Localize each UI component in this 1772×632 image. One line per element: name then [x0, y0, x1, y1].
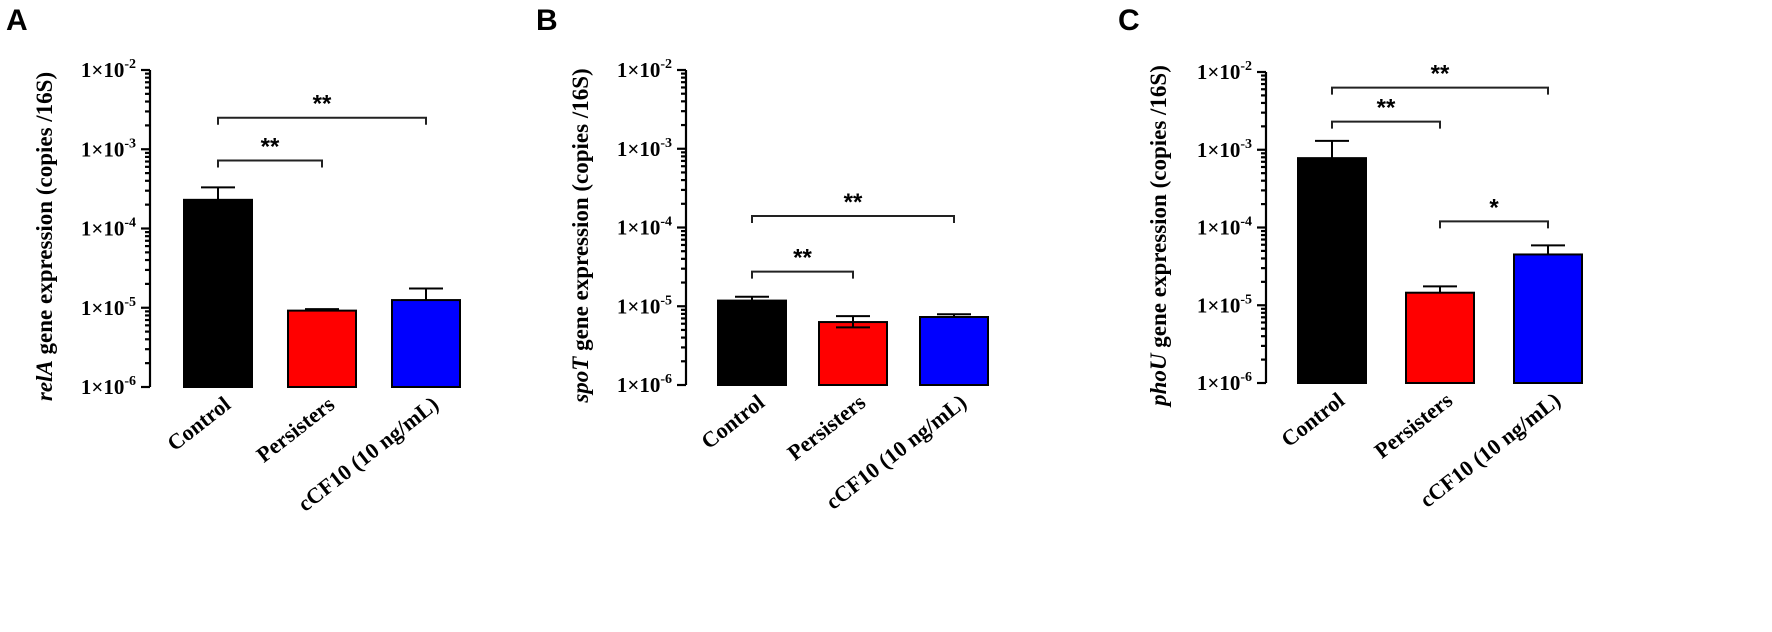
significance-label: **	[313, 91, 332, 118]
y-axis-title: spoT gene expression (copies /16S)	[568, 68, 593, 403]
x-tick-label: Control	[162, 391, 235, 456]
y-axis-title: phoU gene expression (copies /16S)	[1146, 65, 1171, 408]
y-tick-label: 1×10-2	[81, 57, 136, 82]
y-tick-label: 1×10-6	[1197, 370, 1252, 395]
y-tick-label: 1×10-3	[617, 136, 672, 161]
panel-b: B 1×10-6 1×10-5 1×10-4 1×10-3 1×10-2 spoT gene…	[536, 4, 989, 514]
y-axis-title: relA gene expression (copies /16S)	[32, 72, 57, 401]
significance-label: **	[261, 134, 280, 161]
panel-letter: C	[1118, 4, 1140, 37]
y-tick-label: 1×10-5	[617, 293, 672, 318]
y-tick-label: 1×10-4	[617, 215, 672, 240]
bar-control	[183, 198, 253, 388]
significance-bracket	[217, 159, 323, 168]
significance-bracket	[1331, 86, 1549, 95]
y-tick-label: 1×10-4	[81, 216, 136, 241]
panel-c: C 1×10-6 1×10-5 1×10-4 1×10-3 1×10-2 phoU gene…	[1118, 4, 1583, 512]
x-tick-label: Persisters	[251, 391, 339, 467]
significance-bracket	[751, 270, 854, 279]
y-tick-label: 1×10-2	[1197, 59, 1252, 84]
y-tick-label: 1×10-3	[1197, 137, 1252, 162]
y-tick-label: 1×10-5	[81, 295, 136, 320]
significance-label: *	[1489, 194, 1499, 221]
significance-bracket	[217, 116, 427, 125]
x-tick-label: Persisters	[1369, 387, 1457, 463]
significance-label: **	[844, 189, 863, 216]
bar-ccf10-10-ng-ml	[391, 299, 461, 388]
significance-bracket	[1439, 220, 1549, 229]
panel-letter: A	[6, 4, 28, 37]
y-tick-label: 1×10-4	[1197, 215, 1252, 240]
bar-control	[717, 299, 787, 386]
y-tick-label: 1×10-2	[617, 57, 672, 82]
panel-letter: B	[536, 4, 558, 37]
bar-persisters	[1405, 291, 1475, 385]
bar-ccf10-10-ng-ml	[1513, 253, 1583, 384]
x-tick-label: Control	[696, 389, 769, 454]
x-tick-label: Control	[1276, 387, 1349, 452]
y-tick-label: 1×10-6	[81, 374, 136, 399]
significance-label: **	[1377, 95, 1396, 122]
x-tick-label: Persisters	[782, 389, 870, 465]
significance-label: **	[1431, 61, 1450, 88]
significance-label: **	[793, 245, 812, 272]
y-tick-label: 1×10-3	[81, 136, 136, 161]
panel-a: A 1×10-6 1×10-5 1×10-4 1×10-3 1×10-2 relA gene…	[6, 4, 461, 516]
significance-bracket	[751, 214, 955, 223]
y-tick-label: 1×10-5	[1197, 292, 1252, 317]
bar-persisters	[818, 321, 888, 387]
y-tick-label: 1×10-6	[617, 372, 672, 397]
bar-control	[1297, 157, 1367, 384]
bar-ccf10-10-ng-ml	[919, 316, 989, 387]
significance-bracket	[1331, 120, 1441, 129]
bar-persisters	[287, 309, 357, 388]
